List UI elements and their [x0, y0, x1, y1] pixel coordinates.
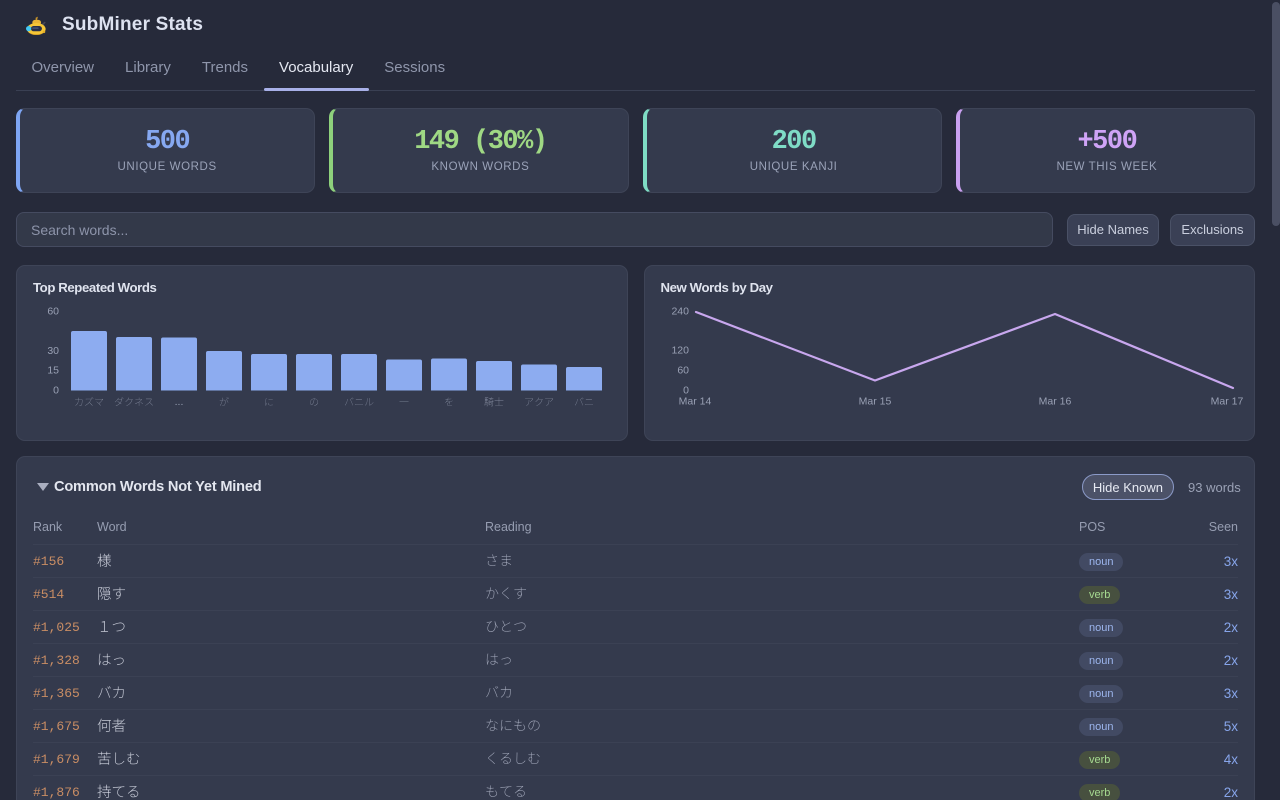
svg-text:30: 30 — [47, 345, 59, 357]
svg-text:Mar 17: Mar 17 — [1210, 395, 1243, 407]
svg-text:Mar 15: Mar 15 — [858, 395, 891, 407]
svg-text:0: 0 — [53, 384, 59, 396]
svg-text:15: 15 — [47, 364, 59, 376]
svg-text:240: 240 — [671, 306, 689, 318]
svg-text:Mar 16: Mar 16 — [1038, 395, 1071, 407]
svg-text:Mar 14: Mar 14 — [678, 395, 711, 407]
svg-text:60: 60 — [47, 306, 59, 318]
svg-text:60: 60 — [677, 364, 689, 376]
svg-text:0: 0 — [683, 384, 689, 396]
svg-text:...: ... — [175, 396, 184, 408]
svg-text:120: 120 — [671, 344, 689, 356]
